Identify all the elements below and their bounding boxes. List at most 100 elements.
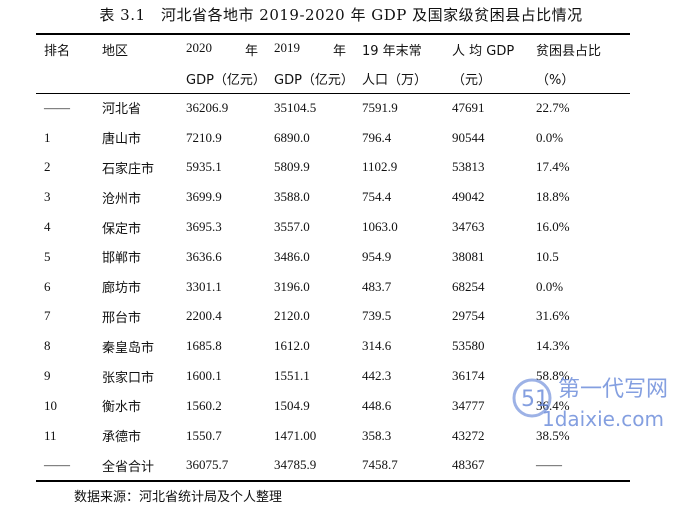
- header-gdp2020: 2020 年: [178, 35, 266, 64]
- cell-population: 954.9: [362, 248, 392, 264]
- cell-population: 1063.0: [362, 219, 398, 235]
- header-row-2: GDP（亿元） GDP（亿元） 人口（万） （元） （%）: [36, 64, 630, 93]
- cell-rank: 4: [44, 219, 51, 235]
- cell-gdp2019: 3486.0: [274, 248, 310, 264]
- cell-population: 796.4: [362, 129, 392, 145]
- cell-gdp2019: 3557.0: [274, 219, 310, 235]
- cell-gdp2019: 35104.5: [274, 99, 317, 115]
- header-gdp2020-unit: GDP（亿元）: [186, 73, 266, 88]
- cell-rank: 7: [44, 308, 51, 324]
- cell-poverty-ratio: 0.0%: [536, 129, 564, 145]
- cell-per-capita: 29754: [452, 308, 485, 324]
- cell-population: 448.6: [362, 397, 392, 413]
- cell-poverty-ratio: 38.5%: [536, 427, 570, 443]
- cell-gdp2019: 6890.0: [274, 129, 310, 145]
- cell-gdp2019: 5809.9: [274, 159, 310, 175]
- cell-per-capita: 34777: [452, 397, 485, 413]
- cell-region: 邯郸市: [102, 251, 142, 267]
- header-rank: 排名: [44, 44, 71, 59]
- table-row: 9 张家口市 1600.1 1551.1 442.3 36174 58.8%: [36, 361, 630, 391]
- cell-rank: 10: [44, 397, 57, 413]
- cell-population: 358.3: [362, 427, 392, 443]
- cell-gdp2019: 3196.0: [274, 278, 310, 294]
- cell-population: 442.3: [362, 368, 392, 384]
- table-row: 7 邢台市 2200.4 2120.0 739.5 29754 31.6%: [36, 302, 630, 332]
- table-header-rule: [36, 93, 630, 94]
- table-row: 6 廊坊市 3301.1 3196.0 483.7 68254 0.0%: [36, 272, 630, 302]
- header-gdp2019-nian: 年: [332, 44, 346, 59]
- cell-poverty-ratio: 36.4%: [536, 397, 570, 413]
- cell-per-capita: 68254: [452, 278, 485, 294]
- cell-per-capita: 38081: [452, 248, 485, 264]
- table-row: 3 沧州市 3699.9 3588.0 754.4 49042 18.8%: [36, 182, 630, 212]
- cell-per-capita: 43272: [452, 427, 485, 443]
- table-row: 2 石家庄市 5935.1 5809.9 1102.9 53813 17.4%: [36, 153, 630, 183]
- cell-gdp2019: 2120.0: [274, 308, 310, 324]
- table-row: 11 承德市 1550.7 1471.00 358.3 43272 38.5%: [36, 421, 630, 451]
- cell-rank: 11: [44, 427, 57, 443]
- cell-per-capita: 49042: [452, 189, 485, 205]
- table-row: —— 全省合计 36075.7 34785.9 7458.7 48367 ——: [36, 451, 630, 481]
- cell-population: 483.7: [362, 278, 392, 294]
- cell-region: 衡水市: [102, 400, 142, 416]
- cell-gdp2020: 3636.6: [186, 248, 222, 264]
- cell-rank: ——: [44, 457, 70, 473]
- header-poverty-ratio: 贫困县占比: [536, 44, 602, 59]
- header-gdp2019: 2019 年: [266, 35, 354, 64]
- cell-gdp2020: 5935.1: [186, 159, 222, 175]
- cell-gdp2019: 1551.1: [274, 368, 310, 384]
- cell-population: 1102.9: [362, 159, 398, 175]
- cell-per-capita: 36174: [452, 368, 485, 384]
- cell-poverty-ratio: 22.7%: [536, 99, 570, 115]
- cell-poverty-ratio: 16.0%: [536, 219, 570, 235]
- table-row: 1 唐山市 7210.9 6890.0 796.4 90544 0.0%: [36, 123, 630, 153]
- table-row: 5 邯郸市 3636.6 3486.0 954.9 38081 10.5: [36, 242, 630, 272]
- cell-rank: ——: [44, 99, 70, 115]
- cell-region: 沧州市: [102, 191, 142, 207]
- cell-region: 秦皇岛市: [102, 340, 155, 356]
- header-gdp2020-nian: 年: [244, 44, 258, 59]
- cell-rank: 5: [44, 248, 51, 264]
- table-bottom-rule: [36, 480, 630, 482]
- cell-gdp2020: 7210.9: [186, 129, 222, 145]
- cell-rank: 2: [44, 159, 51, 175]
- table-top-rule: [36, 33, 630, 35]
- cell-region: 石家庄市: [102, 161, 155, 177]
- cell-rank: 9: [44, 368, 51, 384]
- cell-population: 7591.9: [362, 99, 398, 115]
- header-population: 19 年末常: [362, 44, 422, 59]
- cell-population: 739.5: [362, 308, 392, 324]
- cell-rank: 1: [44, 129, 51, 145]
- cell-per-capita: 53580: [452, 338, 485, 354]
- cell-gdp2020: 3695.3: [186, 219, 222, 235]
- cell-poverty-ratio: ——: [536, 457, 562, 473]
- header-population-unit: 人口（万）: [362, 73, 428, 88]
- cell-per-capita: 47691: [452, 99, 485, 115]
- cell-poverty-ratio: 18.8%: [536, 189, 570, 205]
- cell-gdp2019: 1471.00: [274, 427, 317, 443]
- cell-population: 754.4: [362, 189, 392, 205]
- cell-rank: 8: [44, 338, 51, 354]
- cell-per-capita: 53813: [452, 159, 485, 175]
- source-note: 数据来源：河北省统计局及个人整理: [74, 490, 283, 505]
- table-body: —— 河北省 36206.9 35104.5 7591.9 47691 22.7% 1 唐山市 7…: [36, 93, 630, 480]
- cell-region: 唐山市: [102, 132, 142, 148]
- cell-gdp2019: 1504.9: [274, 397, 310, 413]
- cell-gdp2020: 1600.1: [186, 368, 222, 384]
- table-row: 10 衡水市 1560.2 1504.9 448.6 34777 36.4%: [36, 391, 630, 421]
- cell-gdp2020: 36206.9: [186, 99, 229, 115]
- header-per-capita-unit: （元）: [452, 73, 492, 88]
- cell-region: 承德市: [102, 430, 142, 446]
- cell-poverty-ratio: 31.6%: [536, 308, 570, 324]
- header-per-capita: 人 均 GDP: [452, 44, 515, 59]
- header-region: 地区: [102, 44, 129, 59]
- cell-region: 张家口市: [102, 370, 155, 386]
- cell-gdp2019: 3588.0: [274, 189, 310, 205]
- cell-gdp2020: 2200.4: [186, 308, 222, 324]
- cell-gdp2020: 1685.8: [186, 338, 222, 354]
- header-rank-cont: [36, 64, 94, 93]
- cell-poverty-ratio: 0.0%: [536, 278, 564, 294]
- cell-gdp2020: 36075.7: [186, 457, 229, 473]
- table-row: 8 秦皇岛市 1685.8 1612.0 314.6 53580 14.3%: [36, 331, 630, 361]
- cell-region: 河北省: [102, 102, 142, 118]
